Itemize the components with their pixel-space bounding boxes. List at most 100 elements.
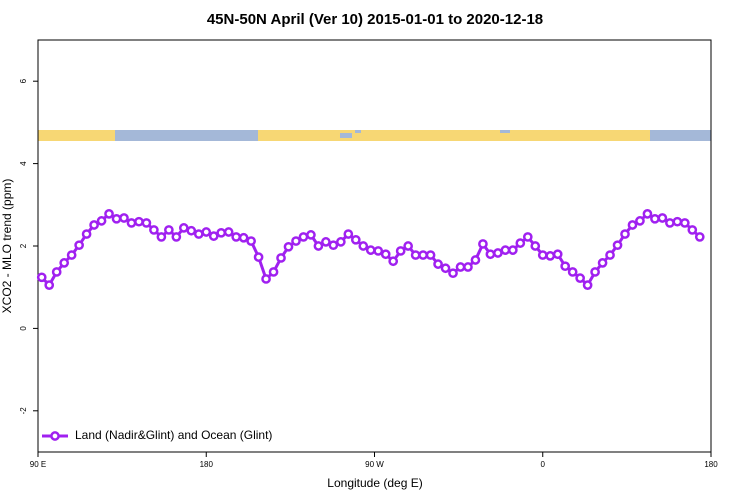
data-point	[403, 241, 413, 251]
data-point	[694, 232, 705, 242]
data-point	[410, 250, 421, 260]
data-point	[44, 280, 55, 290]
x-axis-label: Longitude (deg E)	[327, 476, 422, 490]
data-point	[291, 236, 301, 246]
data-point	[635, 216, 645, 226]
data-point	[440, 263, 451, 274]
data-point	[149, 225, 159, 235]
chart-title: 45N-50N April (Ver 10) 2015-01-01 to 202…	[207, 11, 543, 28]
data-point	[313, 241, 324, 251]
x-tick-label: 180	[704, 460, 718, 469]
data-point	[36, 272, 47, 283]
data-point	[268, 267, 279, 277]
data-point	[201, 227, 212, 237]
x-tick-label: 90 E	[30, 460, 46, 469]
data-point	[51, 267, 62, 277]
data-point	[620, 229, 630, 239]
y-tick-label: 6	[19, 78, 28, 83]
data-point	[321, 237, 331, 247]
data-point	[253, 252, 264, 262]
data-point	[522, 232, 533, 242]
y-tick-label: 4	[19, 161, 28, 166]
data-point	[96, 216, 107, 226]
data-point	[537, 250, 548, 260]
data-point	[261, 274, 271, 284]
data-point	[380, 249, 391, 260]
data-point	[141, 218, 152, 228]
data-point	[193, 229, 204, 239]
x-tick-label: 0	[541, 460, 546, 469]
data-point	[515, 238, 526, 248]
data-point	[582, 280, 593, 290]
data-point	[156, 232, 167, 242]
x-tick-label: 90 W	[365, 460, 384, 469]
data-point	[575, 273, 585, 283]
data-point	[567, 267, 578, 277]
data-point	[358, 241, 369, 251]
data-point	[306, 230, 316, 240]
data-point	[493, 248, 503, 258]
legend-swatch-marker	[50, 431, 60, 441]
land-ocean-strip	[38, 130, 711, 141]
data-point	[276, 253, 286, 263]
data-point	[365, 245, 376, 255]
data-point	[418, 250, 428, 260]
data-point	[448, 268, 458, 279]
x-tick-label: 180	[200, 460, 214, 469]
data-point	[597, 258, 608, 268]
data-point	[388, 256, 399, 267]
data-point	[59, 258, 70, 268]
data-point	[186, 225, 197, 236]
data-point	[642, 209, 653, 219]
data-point	[350, 234, 361, 245]
data-point	[687, 225, 698, 235]
data-point	[478, 239, 488, 249]
data-point	[373, 246, 384, 256]
data-point	[485, 249, 496, 260]
data-point	[119, 213, 129, 223]
y-tick-label: 2	[19, 243, 28, 248]
data-point	[223, 227, 234, 237]
data-point	[231, 232, 242, 242]
data-point	[665, 218, 675, 228]
data-point	[216, 227, 227, 238]
y-tick-label: -2	[19, 407, 28, 415]
data-point	[126, 218, 137, 228]
data-point	[164, 225, 174, 235]
data-point	[463, 262, 473, 272]
data-point	[470, 255, 481, 265]
data-point	[507, 245, 518, 255]
data-point	[552, 249, 563, 260]
data-point	[283, 241, 294, 252]
y-tick-label: 0	[19, 326, 28, 331]
data-point	[530, 241, 541, 251]
data-point	[74, 240, 84, 251]
data-point	[679, 218, 690, 228]
data-point	[590, 267, 600, 277]
data-point	[657, 213, 668, 223]
data-point	[545, 251, 556, 261]
data-point	[500, 245, 511, 255]
data-point	[336, 237, 346, 247]
data-point	[328, 240, 339, 251]
data-point	[650, 213, 660, 224]
data-point	[425, 250, 436, 260]
data-point	[134, 216, 144, 227]
data-point	[455, 262, 466, 272]
data-point	[298, 232, 309, 242]
data-point	[111, 213, 122, 224]
data-point	[104, 209, 114, 219]
y-axis-label: XCO2 - MLO trend (ppm)	[0, 179, 14, 314]
data-point	[672, 216, 683, 227]
data-point	[627, 220, 638, 230]
plot-frame	[37, 39, 712, 453]
data-point	[605, 250, 615, 260]
data-point	[178, 223, 189, 233]
data-point	[89, 220, 99, 230]
data-point	[81, 229, 92, 239]
data-point	[66, 250, 77, 260]
data-point	[560, 261, 571, 272]
data-point	[246, 236, 256, 246]
